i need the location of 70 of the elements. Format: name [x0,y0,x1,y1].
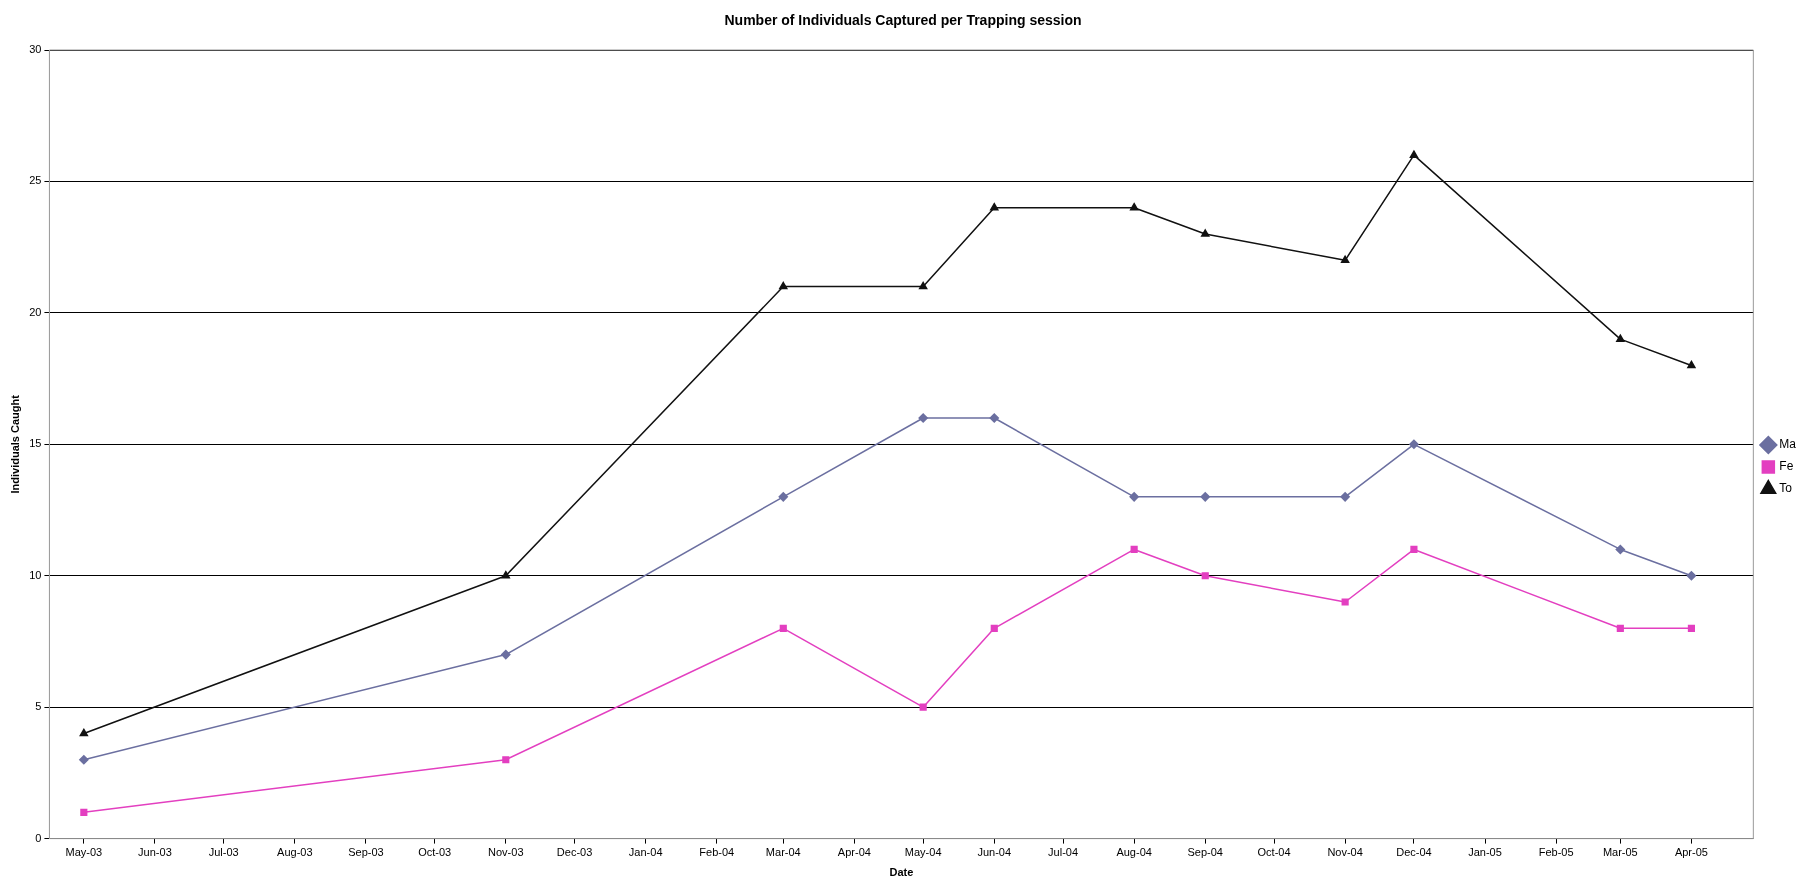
point [779,281,788,290]
x-tick-label: Nov-03 [488,846,524,859]
legend-label: To [1779,481,1793,496]
point [79,754,89,765]
x-tick-label: Mar-04 [765,846,801,859]
point [1340,492,1350,502]
x-tick-label: Jun-04 [977,846,1012,859]
x-tick-label: Aug-04 [1116,846,1152,859]
point [1129,202,1139,211]
x-tick-label: Jan-04 [628,846,663,859]
point [1687,624,1695,632]
y-tick-label: 5 [35,700,42,713]
chart-title: Number of Individuals Captured per Trapping session [723,12,1083,28]
legend-label: Ma [1779,437,1797,452]
point [1201,229,1210,237]
x-tick-label: Oct-04 [1257,846,1291,859]
point [779,624,787,632]
point [1615,544,1626,555]
legend-label: Fe [1779,459,1794,474]
point [1409,150,1419,158]
point [990,624,998,632]
point [502,756,510,764]
point [990,202,999,211]
y-tick-label: 20 [29,305,42,318]
point [918,281,928,290]
point [1340,255,1350,264]
point [501,570,511,579]
x-tick-label: Apr-05 [1674,846,1708,859]
x-tick-label: Oct-03 [418,846,452,859]
x-axis-title: Date [889,866,914,879]
point [1341,598,1349,606]
point [1687,360,1696,369]
x-tick-label: Apr-04 [837,846,871,859]
x-tick-label: Jul-03 [208,846,239,859]
point [1129,492,1139,502]
x-tick-label: Jun-03 [138,846,172,859]
point [1410,545,1418,554]
y-tick-label: 15 [29,437,42,450]
point [1616,624,1624,632]
point [501,649,511,660]
x-tick-label: Sep-04 [1187,846,1223,859]
point [1201,572,1209,580]
y-axis-title: Individuals Caught [8,394,21,494]
x-tick-label: May-03 [65,846,103,859]
x-tick-label: May-04 [904,846,942,859]
point [79,728,89,737]
point [1409,439,1419,450]
point [80,808,88,816]
y-tick-label: 0 [35,831,42,844]
x-tick-label: Feb-05 [1538,846,1574,859]
point [989,413,1000,423]
point [1616,334,1625,342]
x-tick-label: Dec-03 [556,846,593,859]
point [918,413,928,423]
x-tick-label: Jan-05 [1468,846,1502,859]
point [1686,570,1697,581]
point [1130,545,1138,554]
x-tick-label: Feb-04 [699,846,735,859]
x-tick-label: Aug-03 [277,846,313,859]
x-tick-label: Mar-05 [1602,846,1638,859]
y-tick-label: 25 [29,174,42,187]
point [919,703,927,711]
x-tick-label: Sep-03 [348,846,384,859]
point [778,492,789,502]
point [1200,492,1210,502]
y-tick-label: 10 [29,568,42,581]
y-tick-label: 30 [29,43,42,56]
x-tick-label: Dec-04 [1396,846,1432,859]
x-tick-label: Jul-04 [1048,846,1079,859]
x-tick-label: Nov-04 [1327,846,1363,859]
